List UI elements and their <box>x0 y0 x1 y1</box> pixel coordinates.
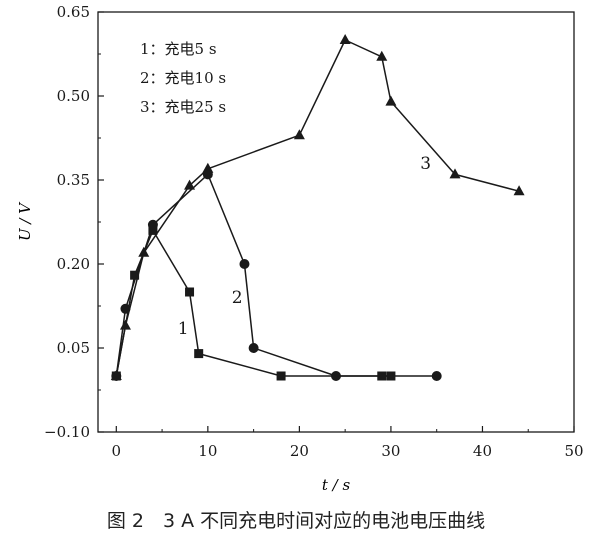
triangle-marker <box>138 246 150 257</box>
circle-marker <box>431 371 442 381</box>
y-tick-label: 0.20 <box>57 255 90 273</box>
y-tick-label: 0.05 <box>57 339 90 357</box>
square-marker <box>130 270 140 280</box>
series-line-2 <box>115 173 437 377</box>
circle-marker <box>248 343 259 353</box>
triangle-marker <box>293 129 305 140</box>
series-label-3: 3 <box>420 154 431 174</box>
voltage-chart: 0 10 20 30 40 50 −0.10 0.05 0.20 0.35 0.50 0.65 1 2… <box>16 3 584 494</box>
triangle-marker <box>119 319 131 330</box>
legend-entry: 3：充电25 s <box>140 98 226 116</box>
x-tick-label: 0 <box>112 442 122 460</box>
square-marker <box>148 225 158 235</box>
series-label-2: 2 <box>232 288 243 308</box>
series-line-1 <box>115 229 391 377</box>
series-2 <box>111 169 442 381</box>
legend-entry: 2：充电10 s <box>140 69 226 87</box>
triangle-marker <box>385 95 397 106</box>
triangle-marker <box>184 179 196 190</box>
x-tick-label: 50 <box>564 442 583 460</box>
circle-marker <box>239 259 250 269</box>
x-tick-label: 30 <box>381 442 400 460</box>
x-axis-label: t / s <box>322 476 351 494</box>
triangle-marker <box>110 370 122 380</box>
x-tick-label: 40 <box>473 442 492 460</box>
series-1 <box>111 225 396 381</box>
figure-caption: 图 2 3 A 不同充电时间对应的电池电压曲线 <box>106 510 486 532</box>
triangle-marker <box>202 162 214 173</box>
series-layer <box>110 34 525 381</box>
triangle-marker <box>339 34 351 44</box>
legend-entry: 1：充电5 s <box>140 40 217 58</box>
triangle-marker <box>513 185 525 196</box>
series-label-1: 1 <box>178 319 189 339</box>
y-tick-label: 0.65 <box>57 3 90 21</box>
square-marker <box>185 287 195 297</box>
square-marker <box>276 371 286 381</box>
y-axis-label: U / V <box>16 201 34 241</box>
circle-marker <box>331 371 341 381</box>
circle-marker <box>147 219 158 230</box>
y-axis-ticks: −0.10 0.05 0.20 0.35 0.50 0.65 <box>44 3 104 441</box>
legend: 1：充电5 s 2：充电10 s 3：充电25 s <box>140 40 226 116</box>
y-tick-label: 0.50 <box>57 87 90 105</box>
square-marker <box>194 349 204 359</box>
y-tick-label: 0.35 <box>57 171 90 189</box>
triangle-marker <box>376 50 388 61</box>
x-axis-ticks: 0 10 20 30 40 50 <box>112 426 584 460</box>
x-tick-label: 20 <box>290 442 309 460</box>
series-labels: 1 2 3 <box>178 154 431 339</box>
triangle-marker <box>449 168 461 179</box>
x-tick-label: 10 <box>198 442 217 460</box>
y-tick-label: −0.10 <box>44 423 90 441</box>
circle-marker <box>120 303 131 314</box>
series-3 <box>110 34 525 380</box>
